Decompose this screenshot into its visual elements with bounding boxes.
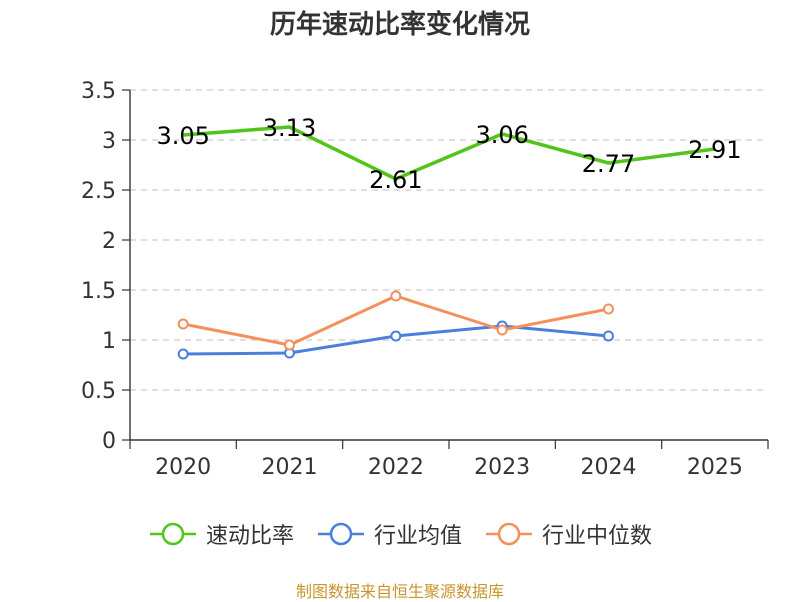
- data-label: 2.77: [582, 150, 635, 178]
- y-tick-label: 2: [102, 229, 116, 254]
- x-tick-label: 2025: [687, 455, 743, 480]
- data-label: 2.61: [369, 166, 422, 194]
- data-point[interactable]: [496, 324, 508, 336]
- legend-label: 行业中位数: [542, 524, 653, 549]
- y-tick-label: 1: [102, 329, 116, 354]
- x-tick-label: 2022: [368, 455, 424, 480]
- y-tick-label: 0: [102, 429, 116, 454]
- y-tick-label: 3.5: [81, 79, 116, 104]
- y-tick-label: 2.5: [81, 179, 116, 204]
- legend-label: 行业均值: [373, 524, 462, 549]
- legend-marker-quick-ratio: [149, 522, 196, 546]
- y-tick-label: 1.5: [81, 279, 116, 304]
- legend-marker-industry-median: [486, 522, 532, 546]
- data-point[interactable]: [177, 348, 189, 360]
- data-label: 3.06: [475, 121, 528, 149]
- data-point[interactable]: [177, 318, 189, 330]
- data-point[interactable]: [603, 330, 614, 342]
- data-point[interactable]: [603, 303, 614, 315]
- chart-title: 历年速动比率变化情况: [269, 10, 530, 40]
- data-point[interactable]: [390, 330, 402, 342]
- series-line: [183, 125, 716, 181]
- x-tick-label: 2024: [581, 455, 637, 480]
- y-tick-label: 3: [102, 129, 116, 154]
- data-point[interactable]: [390, 290, 402, 302]
- y-tick-label: 0.5: [81, 379, 116, 404]
- legend-item-industry-median[interactable]: 行业中位数: [484, 518, 652, 550]
- data-point[interactable]: [284, 339, 295, 351]
- line-chart: 0 0.5 1 1.5 2 2.5 3 3.5 2020 2021 2022 2023 2024 2025…: [81, 79, 769, 480]
- x-tick-label: 2020: [155, 455, 211, 480]
- legend-item-quick-ratio[interactable]: 速动比率: [148, 518, 294, 550]
- data-label: 3.05: [156, 122, 209, 150]
- legend-item-industry-mean[interactable]: 行业均值: [316, 518, 462, 550]
- x-tick-label: 2023: [474, 455, 530, 480]
- source-note: 制图数据来自恒生聚源数据库: [295, 582, 504, 601]
- x-tick-label: 2021: [262, 455, 318, 480]
- legend-label: 速动比率: [205, 524, 294, 549]
- data-label: 2.91: [688, 136, 741, 164]
- legend-marker-industry-mean: [317, 522, 364, 546]
- legend: 速动比率 行业均值 行业中位数: [0, 518, 800, 550]
- data-label: 3.13: [263, 114, 316, 142]
